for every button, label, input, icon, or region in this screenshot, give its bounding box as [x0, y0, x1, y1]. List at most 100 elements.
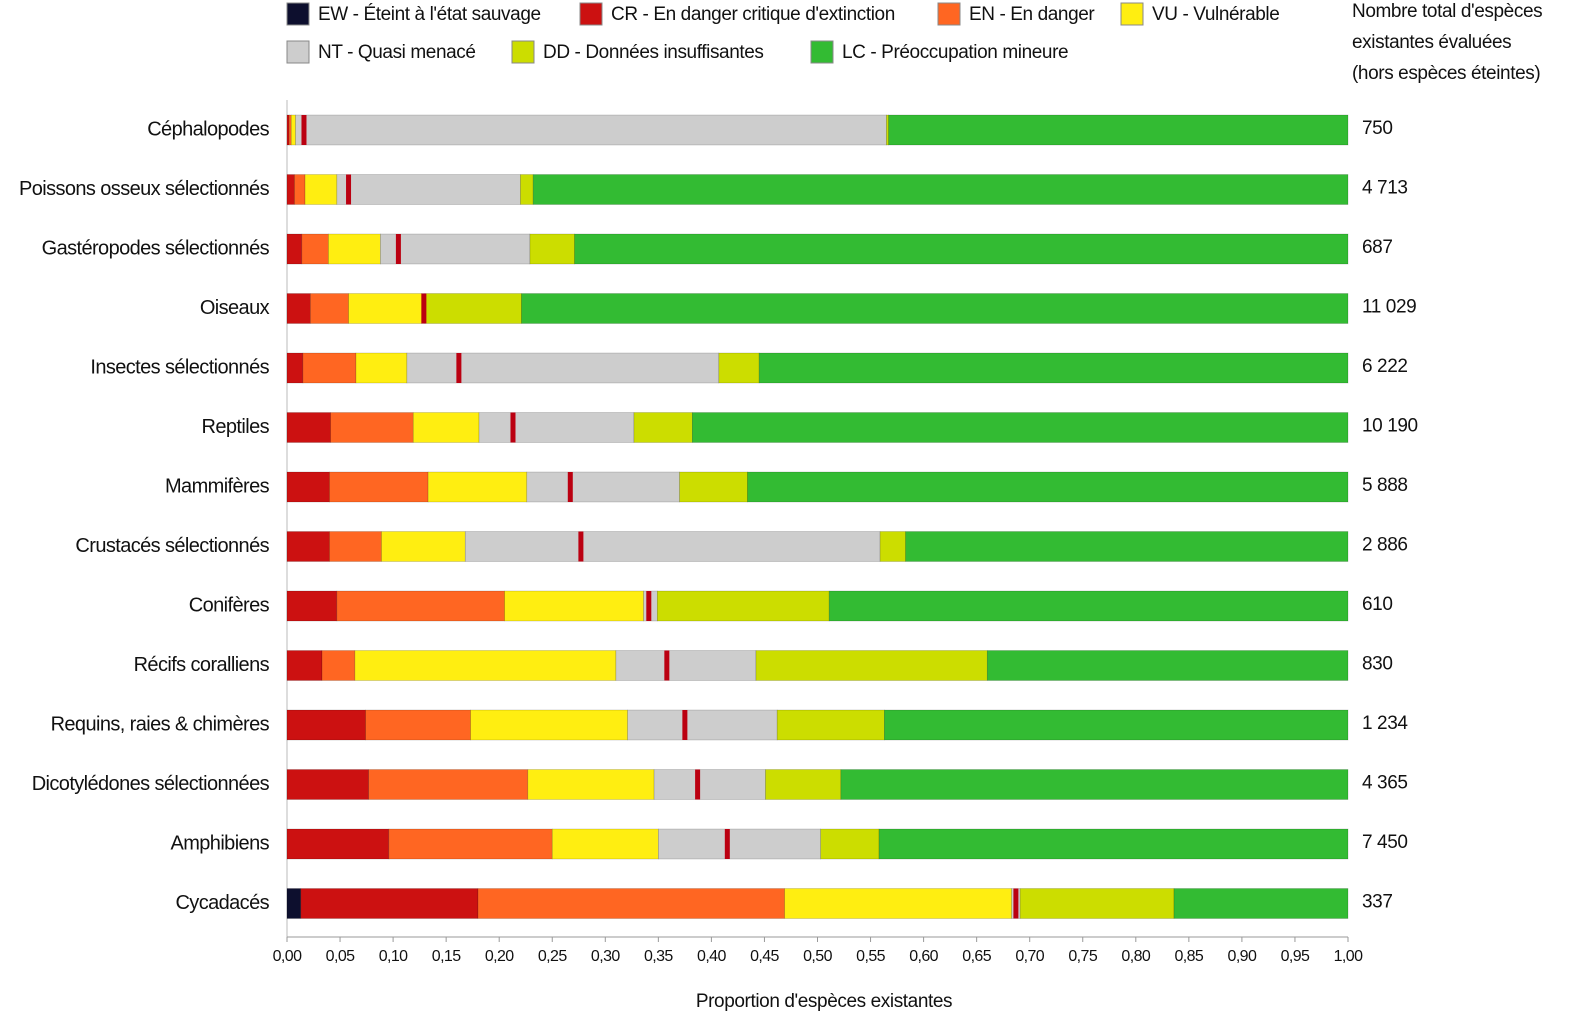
category-label: Amphibiens — [170, 832, 269, 854]
bar-segment — [328, 233, 381, 265]
x-tick-label: 0,05 — [326, 948, 355, 965]
legend-swatch — [579, 2, 603, 26]
best-estimate-mark — [682, 710, 688, 740]
bar-segment — [294, 174, 306, 205]
bar-segment — [336, 590, 505, 622]
bar-segment — [1173, 888, 1349, 919]
total-count: 5 888 — [1362, 475, 1408, 496]
bar-segment — [986, 650, 1349, 681]
bar-segment — [718, 352, 760, 384]
total-count: 10 190 — [1362, 416, 1418, 437]
best-estimate-mark — [1013, 888, 1019, 919]
bar-segment — [286, 828, 390, 860]
bar-segment — [905, 531, 1349, 562]
total-count: 7 450 — [1362, 832, 1408, 853]
bar-segment — [286, 174, 295, 205]
bar-segment — [286, 471, 330, 503]
bar-segment — [354, 650, 617, 681]
bar-segment — [504, 590, 644, 622]
bar-segment — [286, 293, 311, 324]
bar-segment — [755, 650, 988, 681]
x-tick-label: 0,50 — [803, 948, 832, 965]
bar-segment — [286, 590, 338, 622]
bar-segment — [304, 174, 338, 205]
bar-segment — [286, 412, 331, 443]
best-estimate-mark — [578, 531, 584, 562]
total-count: 4 713 — [1362, 178, 1408, 199]
category-label: Crustacés sélectionnés — [75, 535, 269, 557]
bar-segment — [776, 709, 885, 741]
bar-segment — [381, 531, 466, 562]
bar-segment — [286, 531, 330, 562]
bar-segment — [470, 709, 628, 741]
x-tick-label: 0,95 — [1281, 948, 1310, 965]
category-label: Mammifères — [165, 475, 270, 497]
bar-segment — [527, 769, 655, 800]
x-tick-label: 0,40 — [697, 948, 726, 965]
best-estimate-mark — [646, 591, 652, 621]
category-label: Céphalopodes — [147, 118, 269, 140]
total-count: 750 — [1362, 118, 1393, 139]
bar-segment — [286, 352, 304, 384]
bar-segment — [615, 650, 757, 681]
x-tick-label: 0,30 — [591, 948, 620, 965]
bar-segment — [286, 769, 369, 800]
bar-segment — [365, 709, 471, 741]
x-tick-label: 0,55 — [856, 948, 885, 965]
best-estimate-mark — [421, 293, 427, 324]
category-label: Insectes sélectionnés — [90, 356, 269, 378]
bar-segment — [888, 114, 1349, 146]
totals-header: (hors espèces éteintes) — [1352, 63, 1540, 84]
bar-segment — [290, 114, 296, 146]
x-tick-label: 0,10 — [379, 948, 408, 965]
bar-segment — [368, 769, 529, 800]
x-tick-label: 0,80 — [1121, 948, 1150, 965]
legend-label: LC - Préoccupation mineure — [842, 42, 1068, 63]
x-tick-label: 0,35 — [644, 948, 673, 965]
category-label: Requins, raies & chimères — [51, 713, 270, 735]
x-tick-label: 0,20 — [485, 948, 514, 965]
bar-segment — [1019, 888, 1175, 919]
bar-segment — [301, 233, 329, 265]
bar-segment — [529, 233, 575, 265]
best-estimate-mark — [456, 353, 462, 383]
bar-segment — [380, 233, 531, 265]
category-label: Gastéropodes sélectionnés — [42, 237, 270, 259]
bar-segment — [784, 888, 1012, 919]
legend-swatch — [286, 40, 310, 64]
category-label: Conifères — [189, 594, 270, 616]
bar-segment — [653, 769, 766, 800]
bar-segment — [758, 352, 1349, 384]
category-label: Reptiles — [202, 416, 270, 438]
x-tick-label: 0,25 — [538, 948, 567, 965]
legend-swatch — [511, 40, 535, 64]
bar-segment — [302, 352, 357, 384]
bar-segment — [747, 471, 1349, 503]
bar-segment — [321, 650, 356, 681]
bar-segment — [886, 114, 889, 146]
bar-segment — [355, 352, 408, 384]
legend-label: VU - Vulnérable — [1152, 4, 1279, 25]
bar-segment — [627, 709, 778, 741]
bar-segment — [878, 828, 1349, 860]
bar-segment — [765, 769, 842, 800]
legend-label: EW - Éteint à l'état sauvage — [318, 4, 541, 25]
best-estimate-mark — [724, 829, 730, 859]
bar-segment — [406, 352, 720, 384]
bar-segment — [286, 650, 323, 681]
category-label: Oiseaux — [200, 297, 270, 319]
x-tick-label: 0,60 — [909, 948, 938, 965]
total-count: 830 — [1362, 654, 1393, 675]
legend-swatch — [1120, 2, 1144, 26]
bar-segment — [286, 114, 290, 146]
total-count: 6 222 — [1362, 356, 1408, 377]
bar-segment — [532, 174, 1349, 205]
legend-label: EN - En danger — [969, 4, 1095, 25]
legend-label: NT - Quasi menacé — [318, 42, 476, 63]
bar-segment — [574, 233, 1349, 265]
x-tick-label: 0,75 — [1068, 948, 1097, 965]
total-count: 2 886 — [1362, 535, 1408, 556]
bar-segment — [656, 590, 830, 622]
best-estimate-mark — [664, 650, 670, 681]
